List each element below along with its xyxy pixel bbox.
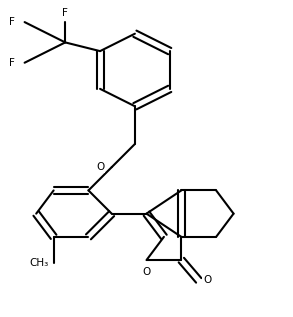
Text: O: O bbox=[203, 275, 212, 285]
Text: F: F bbox=[62, 8, 68, 18]
Text: O: O bbox=[142, 267, 151, 277]
Text: F: F bbox=[8, 17, 14, 27]
Text: F: F bbox=[8, 58, 14, 68]
Text: CH₃: CH₃ bbox=[30, 258, 49, 268]
Text: O: O bbox=[96, 162, 104, 172]
